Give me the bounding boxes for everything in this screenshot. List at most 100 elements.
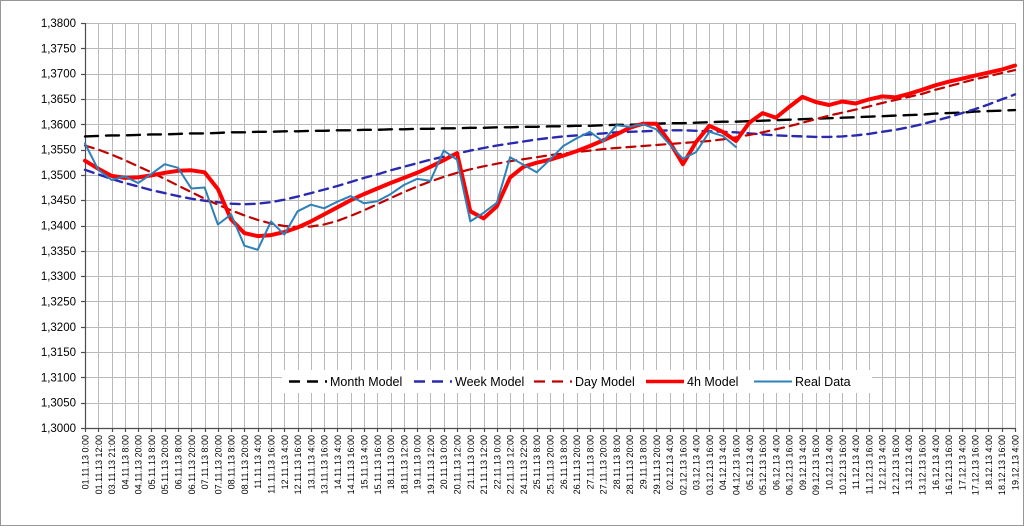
- x-axis-label: 20.11.13 12:00: [453, 435, 463, 494]
- x-axis-label-group: 14.11.13 16:00: [346, 435, 356, 494]
- x-axis-label: 13.12.13 16:00: [918, 435, 928, 495]
- x-axis-label: 19.11.13 0:00: [413, 435, 423, 489]
- legend-item-week-model[interactable]: Week Model: [414, 375, 524, 389]
- x-axis-label-group: 05.11.13 20:00: [160, 435, 170, 494]
- x-axis-label-group: 28.11.13 8:00: [612, 435, 622, 489]
- x-axis-label: 09.12.13 16:00: [811, 435, 821, 495]
- legend-label: 4h Model: [687, 375, 738, 389]
- legend-background: [282, 370, 872, 393]
- x-axis-label-group: 06.11.13 20:00: [187, 435, 197, 494]
- y-axis-label: 1,3550: [41, 145, 76, 157]
- x-axis-label: 13.12.13 4:00: [904, 435, 914, 490]
- x-axis-label: 22.11.13 12:00: [506, 435, 516, 494]
- legend-item-day-model[interactable]: Day Model: [534, 375, 635, 389]
- x-axis-label-group: 12.12.13 4:00: [878, 435, 888, 490]
- x-axis-label-group: 19.11.13 0:00: [413, 435, 423, 489]
- x-axis-label-group: 06.12.13 16:00: [785, 435, 795, 495]
- x-axis-labels: 01.11.13 0:00 01.11.13 12:00 03.11.13 21:0…: [81, 435, 1021, 495]
- y-axis-label: 1,3800: [41, 18, 76, 30]
- x-axis-label-group: 19.12.13 4:00: [1011, 435, 1021, 490]
- x-axis-label-group: 06.12.13 4:00: [771, 435, 781, 490]
- x-axis-label-group: 13.11.13 16:00: [320, 435, 330, 494]
- x-axis-label-group: 11.11.13 16:00: [267, 435, 277, 494]
- x-axis-label-group: 18.12.13 4:00: [984, 435, 994, 490]
- x-axis-label: 19.11.13 12:00: [426, 435, 436, 494]
- x-axis-label: 02.12.13 16:00: [678, 435, 688, 495]
- x-axis-label-group: 18.11.13 0:00: [386, 435, 396, 489]
- x-axis-label-group: 12.11.13 16:00: [293, 435, 303, 494]
- x-axis-label-group: 05.12.13 16:00: [758, 435, 768, 495]
- x-axis-label-group: 05.11.13 8:00: [147, 435, 157, 489]
- x-axis-label: 20.11.13 0:00: [439, 435, 449, 489]
- x-axis-label-group: 08.11.13 8:00: [227, 435, 237, 489]
- x-axis-label-group: 20.11.13 0:00: [439, 435, 449, 489]
- x-axis-label-group: 18.11.13 12:00: [399, 435, 409, 494]
- x-axis-label: 10.12.13 16:00: [838, 435, 848, 495]
- x-axis-label-group: 17.12.13 16:00: [971, 435, 981, 495]
- x-axis-label-group: 15.11.13 16:00: [373, 435, 383, 494]
- x-axis-label-group: 26.11.13 8:00: [559, 435, 569, 489]
- x-axis-label: 25.11.13 20:00: [546, 435, 556, 494]
- x-axis-label: 04.12.13 4:00: [718, 435, 728, 490]
- x-axis-label: 06.12.13 4:00: [771, 435, 781, 490]
- x-axis-label: 21.11.13 12:00: [479, 435, 489, 494]
- x-axis-label-group: 28.11.13 20:00: [625, 435, 635, 494]
- legend: Month Model Week Model Day Model 4h Model Re…: [282, 370, 872, 393]
- x-axis-label: 18.11.13 12:00: [399, 435, 409, 494]
- y-axis-label: 1,3350: [41, 246, 76, 258]
- x-axis-label: 18.11.13 0:00: [386, 435, 396, 489]
- x-axis-label: 01.11.13 12:00: [94, 435, 104, 494]
- y-axis-label: 1,3000: [41, 423, 76, 435]
- x-axis-label-group: 15.11.13 4:00: [360, 435, 370, 489]
- x-axis-label: 01.11.13 0:00: [81, 435, 91, 489]
- x-axis-label-group: 10.12.13 16:00: [838, 435, 848, 495]
- x-axis-label-group: 07.11.13 20:00: [213, 435, 223, 494]
- series-week-model[interactable]: [83, 93, 1017, 206]
- x-axis-label-group: 09.12.13 4:00: [798, 435, 808, 490]
- x-axis-label-group: 17.12.13 4:00: [957, 435, 967, 490]
- x-axis-label-group: 13.11.13 4:00: [306, 435, 316, 489]
- x-axis-label-group: 03.11.13 21:00: [107, 435, 117, 494]
- x-axis-label-group: 26.11.13 20:00: [572, 435, 582, 494]
- x-axis-label-group: 05.12.13 4:00: [745, 435, 755, 490]
- x-axis-label-group: 06.11.13 8:00: [174, 435, 184, 489]
- x-axis-label-group: 13.12.13 4:00: [904, 435, 914, 490]
- y-axis-label: 1,3500: [41, 170, 76, 182]
- x-axis-label-group: 08.11.13 20:00: [240, 435, 250, 494]
- series-month-model[interactable]: [83, 108, 1017, 138]
- x-axis-label: 15.11.13 16:00: [373, 435, 383, 494]
- x-axis-label: 16.12.13 16:00: [944, 435, 954, 495]
- x-axis-label-group: 03.12.13 4:00: [692, 435, 702, 490]
- x-axis-label: 09.12.13 4:00: [798, 435, 808, 490]
- x-axis-label: 26.11.13 20:00: [572, 435, 582, 494]
- x-axis-label-group: 16.12.13 16:00: [944, 435, 954, 495]
- x-axis-label: 21.11.13 0:00: [466, 435, 476, 489]
- y-axis-label: 1,3750: [41, 43, 76, 55]
- x-axis-label: 12.12.13 4:00: [878, 435, 888, 490]
- legend-label: Day Model: [575, 375, 635, 389]
- x-axis-label-group: 04.12.13 4:00: [718, 435, 728, 490]
- x-axis-label: 29.11.13 8:00: [639, 435, 649, 489]
- x-axis-label: 11.11.13 16:00: [267, 435, 277, 494]
- x-axis-label-group: 11.12.13 4:00: [851, 435, 861, 489]
- x-axis-label-group: 18.12.13 16:00: [997, 435, 1007, 495]
- x-axis-label: 12.12.13 16:00: [891, 435, 901, 495]
- x-axis-label: 06.11.13 20:00: [187, 435, 197, 494]
- y-axis-label: 1,3150: [41, 347, 76, 359]
- x-axis-label: 03.12.13 4:00: [692, 435, 702, 490]
- legend-item-month-model[interactable]: Month Model: [289, 375, 402, 389]
- x-axis-label: 28.11.13 8:00: [612, 435, 622, 489]
- x-axis-label-group: 29.11.13 8:00: [639, 435, 649, 489]
- x-axis-label: 18.12.13 4:00: [984, 435, 994, 490]
- x-axis-label-group: 21.11.13 12:00: [479, 435, 489, 494]
- series-day-model[interactable]: [83, 68, 1017, 229]
- gridlines-vertical: [85, 23, 1016, 428]
- legend-item-4h-model[interactable]: 4h Model: [646, 375, 738, 389]
- x-axis-label: 24.11.13 22:00: [519, 435, 529, 494]
- x-axis-label: 27.11.13 8:00: [585, 435, 595, 489]
- series-real-data[interactable]: [84, 123, 737, 251]
- legend-label: Real Data: [795, 375, 851, 389]
- legend-item-real-data[interactable]: Real Data: [754, 375, 851, 389]
